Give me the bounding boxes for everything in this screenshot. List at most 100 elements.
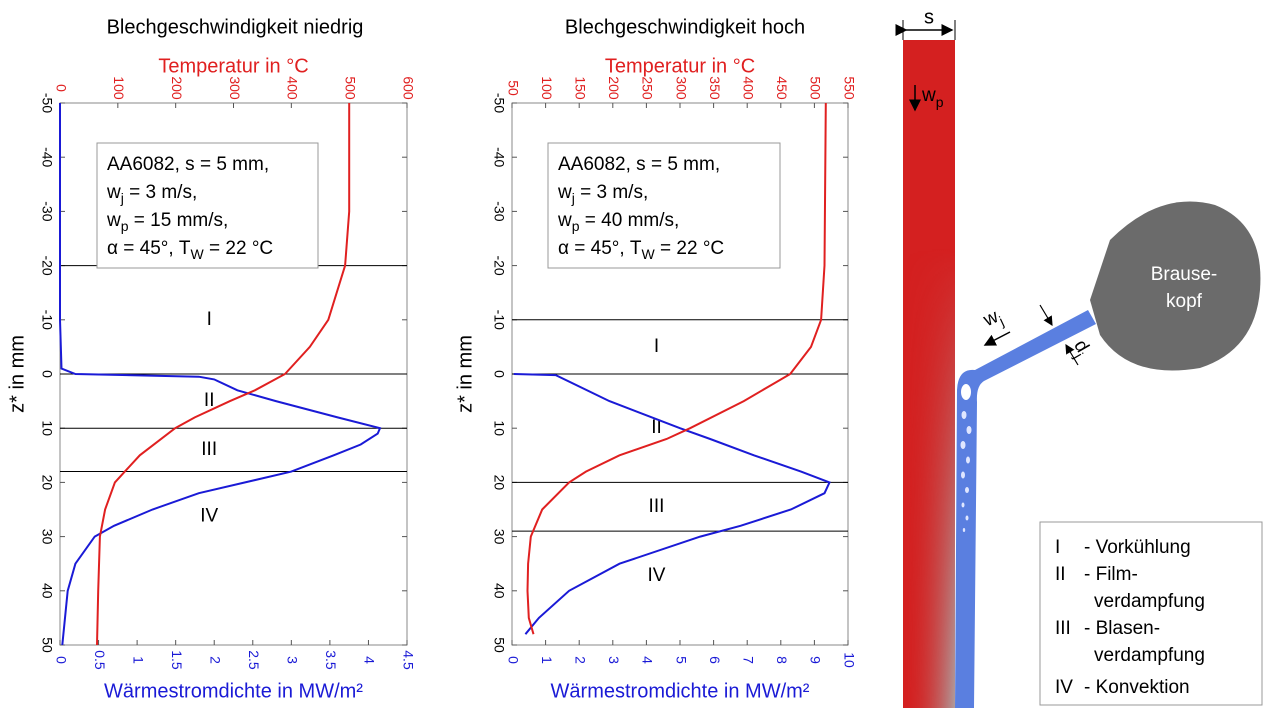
diagram-labels: s wp wj dj Brause- kopf (921, 6, 1217, 360)
y-tick-label: 40 (491, 583, 507, 599)
annotation-line: AA6082, s = 5 mm, (558, 154, 720, 175)
y-axis-label: z* in mm (454, 335, 476, 413)
x-tick-label: 0 (505, 656, 521, 664)
annotation-sub: j (120, 190, 124, 206)
data-line (526, 102, 827, 635)
y-tick-label: 50 (491, 637, 507, 653)
legend-numeral: IV (1055, 677, 1073, 698)
x2-tick-label: 600 (400, 76, 416, 100)
zone-label: III (649, 496, 665, 517)
y-tick-label: -40 (39, 147, 55, 167)
jet-speed-label: wj (979, 305, 1006, 335)
legend-text: - Vorkühlung (1084, 537, 1191, 558)
annotation-sub: W (642, 246, 656, 262)
label-sub: p (936, 94, 944, 110)
annotation-line: α = 45°, TW = 22 °C (107, 238, 273, 262)
x2-tick-label: 500 (342, 76, 358, 100)
x-tick-label: 0 (53, 656, 69, 664)
annotation-line: wp = 40 mm/s, (557, 210, 679, 234)
annotation-line: wp = 15 mm/s, (106, 210, 228, 234)
y-tick-label: 0 (39, 370, 55, 378)
data-line (513, 373, 831, 635)
x-axis-label: Wärmestromdichte in MW/m² (104, 680, 363, 702)
zone-label: IV (648, 565, 666, 586)
x2-tick-label: 500 (808, 76, 824, 100)
x-tick-label: 6 (707, 656, 723, 664)
nozzle-label: kopf (1166, 291, 1203, 312)
y-tick-label: -50 (491, 93, 507, 113)
annotation-line: α = 45°, TW = 22 °C (558, 238, 724, 262)
x2-tick-label: 200 (606, 76, 622, 100)
y-axis-label: z* in mm (6, 335, 28, 413)
label-sub: j (1071, 349, 1087, 361)
annotation-text: = 3 m/s, (575, 182, 648, 203)
plate-cooling (903, 40, 955, 708)
annotation-text: = 22 °C (655, 238, 724, 259)
annotation-text: = 15 mm/s, (129, 210, 229, 231)
x-tick-label: 1.5 (169, 650, 185, 670)
data-line (96, 103, 351, 646)
annotation-text: = 40 mm/s, (580, 210, 680, 231)
annotation-text: α = 45°, T (558, 238, 642, 259)
zone-label: IV (200, 506, 218, 527)
annotation-box (547, 142, 781, 269)
legend-text: - Konvektion (1084, 677, 1190, 698)
y-tick-label: 20 (491, 475, 507, 491)
x2-axis-label: Temperatur in °C (605, 55, 755, 77)
x2-tick-label: 100 (539, 76, 555, 100)
diameter-arrow (1039, 304, 1053, 327)
bubble (961, 384, 971, 400)
x-tick-label: 1 (539, 656, 555, 664)
diameter-arrow (1065, 343, 1079, 366)
x-tick-label: 7 (740, 656, 756, 664)
bubbles (960, 411, 972, 532)
x2-tick-label: 50 (505, 80, 521, 96)
x2-tick-label: 200 (169, 76, 185, 100)
nozzle-label: Brause- (1151, 264, 1218, 285)
label-sub: j (996, 313, 1007, 329)
zone-label: II (204, 390, 215, 411)
annotation-sub: p (121, 218, 129, 234)
annotation-text: α = 45°, T (107, 238, 191, 259)
zone-label: I (207, 309, 212, 330)
y-tick-label: 30 (39, 529, 55, 545)
y-tick-label: 40 (39, 583, 55, 599)
y-tick-label: 10 (491, 420, 507, 436)
x2-tick-label: 400 (285, 76, 301, 100)
annotation-line: wj = 3 m/s, (557, 182, 648, 206)
legend-numeral: III (1055, 618, 1071, 639)
annotation-text: = 22 °C (204, 238, 273, 259)
legend-text: - Blasen- (1084, 618, 1160, 639)
y-tick-label: -30 (39, 201, 55, 221)
x-tick-label: 2.5 (246, 650, 262, 670)
x2-tick-label: 550 (841, 76, 857, 100)
x2-tick-label: 150 (572, 76, 588, 100)
annotation-sub: p (572, 218, 580, 234)
water-film (955, 310, 1096, 708)
jet-speed-arrow (983, 331, 1011, 346)
y-tick-label: -20 (491, 255, 507, 275)
y-tick-label: 30 (491, 529, 507, 545)
annotation-sub: j (571, 190, 575, 206)
legend-text: verdampfung (1094, 645, 1205, 666)
x2-tick-label: 250 (640, 76, 656, 100)
diagram (895, 20, 1263, 708)
x2-tick-label: 400 (740, 76, 756, 100)
annotation-text: AA6082, s = 5 mm, (558, 154, 720, 175)
annotation-line: AA6082, s = 5 mm, (107, 154, 269, 175)
legend-text: verdampfung (1094, 591, 1205, 612)
x-tick-label: 0.5 (92, 650, 108, 670)
x-tick-label: 4 (640, 656, 656, 664)
legend-numeral: II (1055, 564, 1066, 585)
annotation-box (96, 142, 319, 269)
y-tick-label: 20 (39, 475, 55, 491)
plate-speed-label: wp (921, 85, 944, 110)
x2-tick-label: 0 (53, 84, 69, 92)
annotation-text: w (106, 210, 121, 231)
annotation-text: = 3 m/s, (124, 182, 197, 203)
x-tick-label: 3 (285, 656, 301, 664)
x-tick-label: 2 (208, 656, 224, 664)
y-tick-label: -30 (491, 201, 507, 221)
jet-diameter-label: dj (1066, 337, 1094, 361)
legend-numeral: I (1055, 537, 1060, 558)
